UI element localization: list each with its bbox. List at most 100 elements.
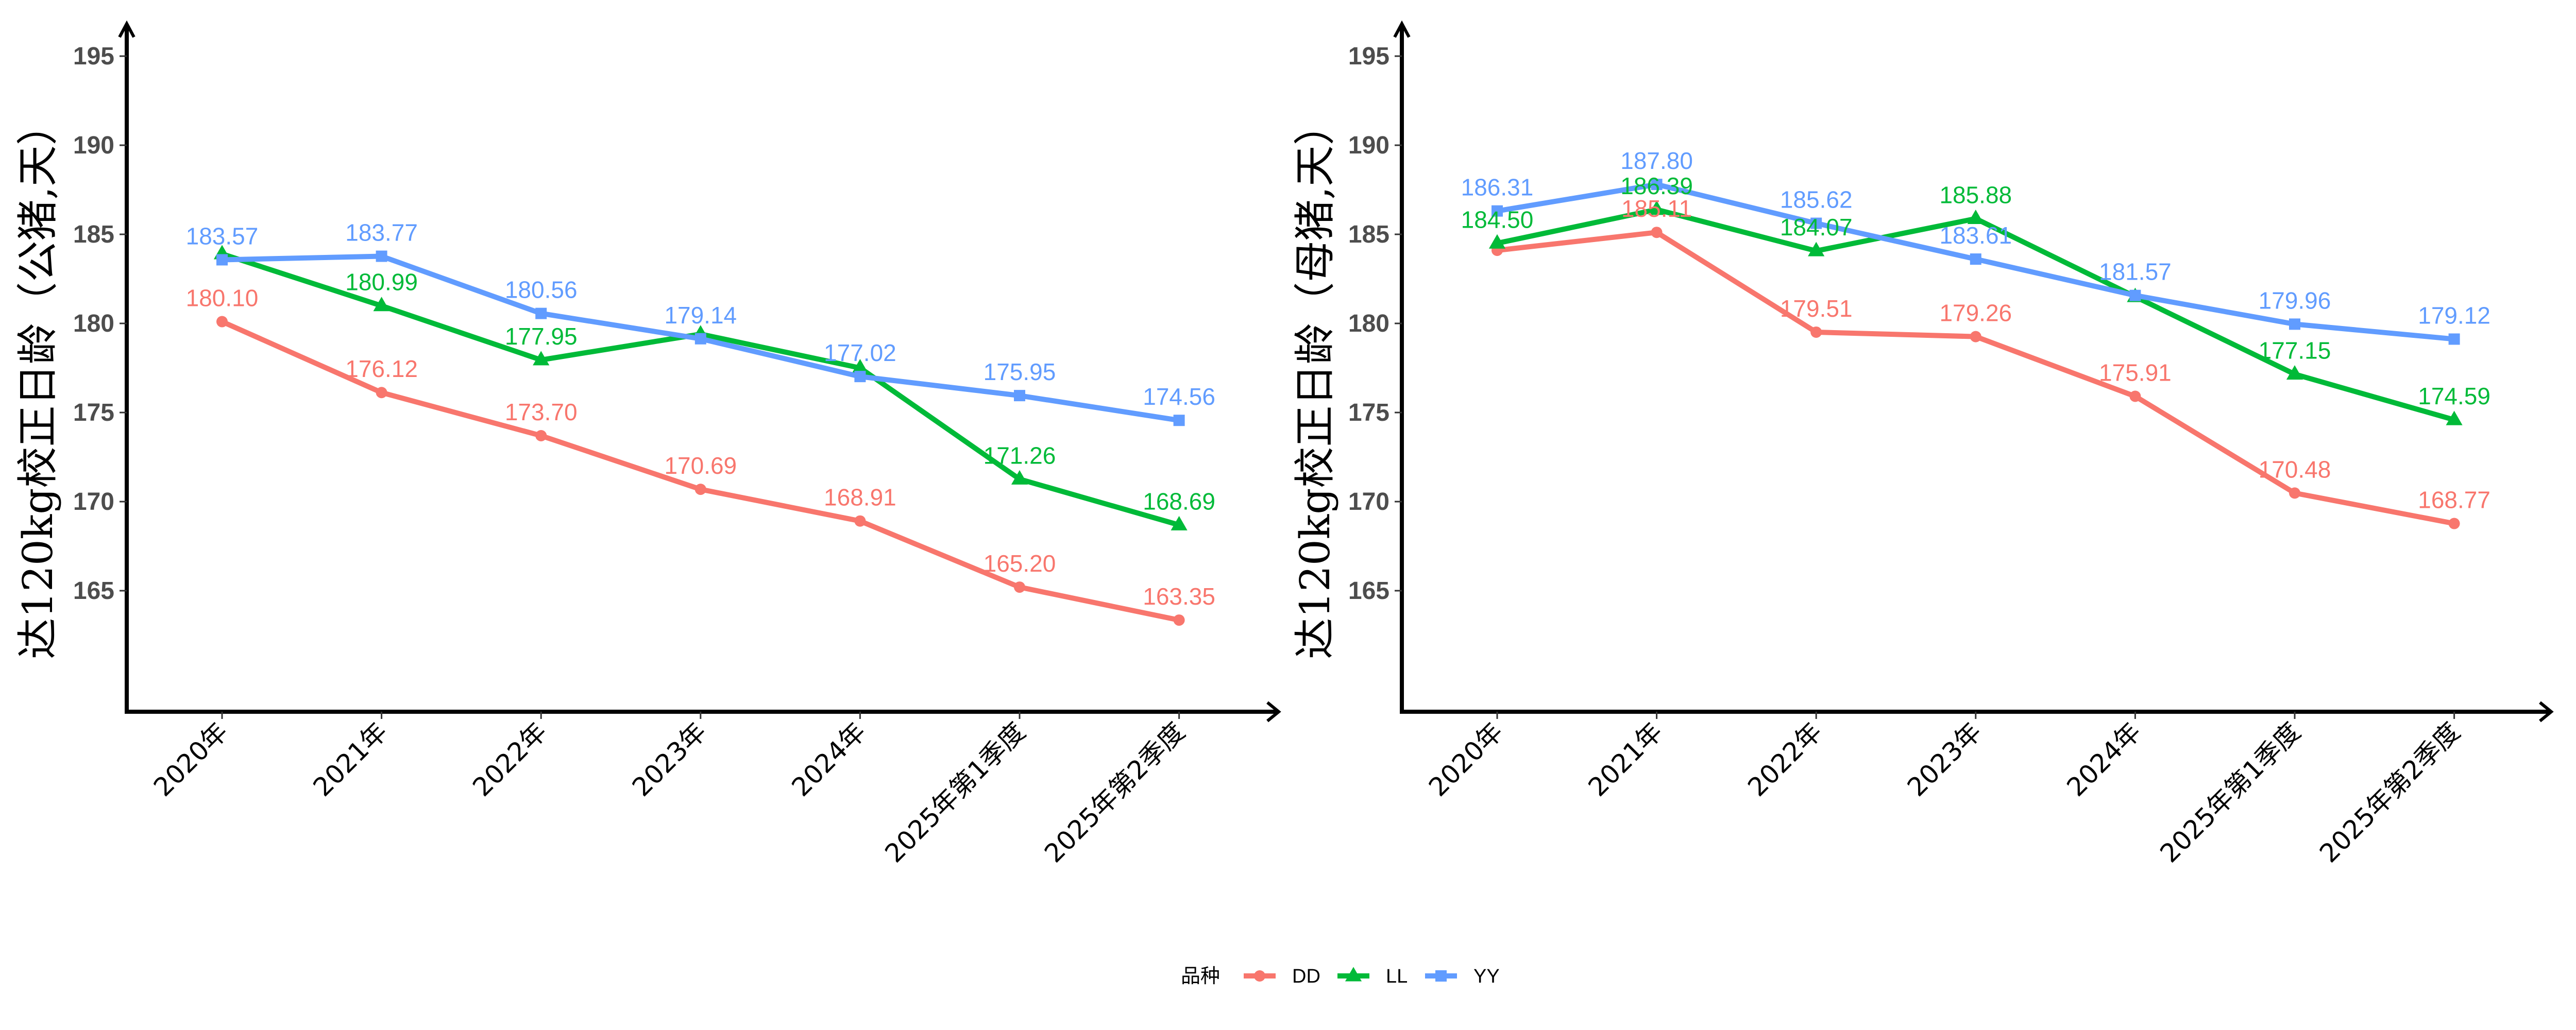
y-tick-label: 195 [73,43,114,70]
legend-label-yy: YY [1473,966,1500,987]
y-tick-label: 190 [1348,132,1389,159]
data-point-yy [1810,217,1822,229]
legend-title: 品种 [1181,965,1220,987]
data-point-yy [1651,179,1663,191]
legend-key-circle-icon [1254,970,1265,982]
y-axis-title: 达120kg校正日龄（公猪,天） [14,104,62,659]
x-tick-label: 2020年 [148,716,233,802]
data-point-ll [1967,210,1984,225]
data-point-dd [1651,227,1663,238]
data-point-ll [1808,242,1825,256]
data-label-yy: 174.56 [1143,383,1215,410]
y-axis-arrow-icon [118,20,135,38]
data-label-yy: 177.02 [824,339,896,366]
x-tick-label: 2020年 [1423,716,1509,802]
data-label-ll: 184.07 [1780,214,1853,241]
y-tick-label: 175 [1348,399,1389,426]
y-tick-label: 180 [73,310,114,337]
panel-boar: 达120kg校正日龄（公猪,天） 165 170 175 180 185 190 195 202… [14,20,1281,868]
data-point-dd [216,316,228,328]
data-point-dd [1970,331,1981,342]
data-point-dd [2448,518,2460,529]
x-tick-label: 2023年 [626,716,712,802]
x-tick-label: 2024年 [2061,716,2147,802]
y-tick-label: 165 [1348,577,1389,605]
data-point-ll [1171,516,1188,530]
x-tick-label: 2021年 [308,716,393,802]
data-label-dd: 179.51 [1780,295,1853,322]
legend-key-triangle-icon [1345,967,1362,982]
data-label-ll: 184.50 [1461,206,1534,233]
data-point-ll [852,359,869,373]
x-tick-label: 2024年 [786,716,872,802]
y-tick-label: 170 [1348,488,1389,516]
legend-label-ll: LL [1386,966,1408,987]
x-axis-arrow-icon [2539,701,2554,723]
data-point-ll [2286,365,2303,380]
x-tick-label: 2021年 [1583,716,1668,802]
x-axis-arrow-icon [1266,701,1281,723]
data-point-ll [1011,470,1028,485]
data-point-yy [694,333,706,345]
x-tick-label: 2025年第2季度 [2314,716,2466,868]
panel-sow: 达120kg校正日龄（母猪,天） 165 170 175 180 185 190 195 202… [1291,20,2554,868]
data-label-dd: 165.20 [984,550,1056,577]
legend: 品种 DD LL YY [1181,965,1500,987]
data-point-yy [1173,415,1185,426]
data-point-yy [1014,390,1025,402]
x-tick-label: 2025年第2季度 [1039,716,1191,868]
data-point-yy [1492,205,1503,217]
legend-key-square-icon [1435,970,1447,982]
data-label-dd: 168.77 [2418,487,2490,513]
data-label-dd: 175.91 [2099,359,2172,386]
data-label-dd: 163.35 [1143,583,1215,610]
data-label-dd: 170.69 [664,452,737,479]
data-point-yy [376,250,387,262]
data-point-yy [535,307,547,319]
data-point-yy [854,371,866,383]
x-tick-label: 2022年 [467,716,552,802]
data-point-yy [1970,253,1981,265]
x-tick-label: 2022年 [1742,716,1827,802]
data-label-yy: 187.80 [1620,147,1693,174]
data-point-ll [2446,410,2463,425]
data-point-ll [1648,200,1665,215]
y-axis-title: 达120kg校正日龄（母猪,天） [1291,104,1339,659]
data-point-yy [2448,333,2460,345]
data-point-dd [1173,614,1185,626]
y-axis-arrow-icon [1393,20,1411,38]
data-label-yy: 179.14 [664,302,737,329]
y-tick-label: 170 [73,488,114,516]
legend-label-dd: DD [1292,966,1320,987]
data-label-ll: 186.39 [1620,173,1693,199]
data-label-yy: 179.96 [2259,287,2331,314]
data-point-yy [216,254,228,266]
y-tick-label: 190 [73,132,114,159]
data-label-ll: 168.69 [1143,488,1215,514]
data-point-dd [1810,326,1822,338]
y-tick-label: 165 [73,577,114,605]
data-label-yy: 175.95 [984,358,1056,385]
data-point-dd [376,387,387,399]
data-point-yy [2129,289,2141,301]
data-point-dd [854,515,866,527]
data-label-ll: 174.59 [2418,383,2490,409]
data-point-ll [1488,234,1506,249]
data-point-dd [694,484,706,495]
data-point-yy [2289,318,2300,330]
data-label-dd: 173.70 [505,399,578,425]
data-label-dd: 179.26 [1939,300,2012,327]
data-point-dd [1014,581,1025,593]
data-label-ll: 185.88 [1939,182,2012,209]
x-tick-label: 2023年 [1902,716,1987,802]
data-point-ll [533,351,550,366]
data-point-dd [535,430,547,441]
data-label-ll: 180.99 [345,269,418,296]
data-label-yy: 186.31 [1461,174,1534,201]
data-point-dd [2129,390,2141,402]
data-label-ll: 171.26 [984,442,1056,469]
data-point-dd [2289,487,2300,499]
x-tick-label: 2025年第1季度 [879,716,1031,868]
data-label-yy: 181.57 [2099,259,2172,285]
x-tick-label: 2025年第1季度 [2155,716,2307,868]
